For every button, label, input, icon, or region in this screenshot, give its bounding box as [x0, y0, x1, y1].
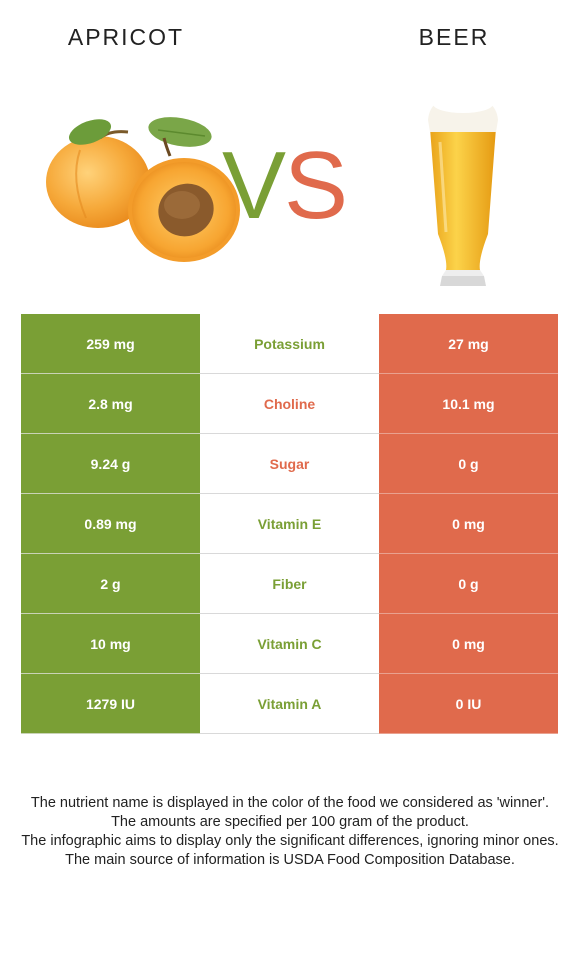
right-value: 10.1 mg — [379, 373, 558, 434]
nutrient-name: Vitamin A — [200, 673, 379, 734]
footnote: The nutrient name is displayed in the co… — [20, 794, 560, 870]
apricot-image — [46, 117, 240, 262]
right-value: 0 IU — [379, 673, 558, 734]
beer-glass-image — [428, 95, 498, 286]
right-value: 0 g — [379, 433, 558, 494]
nutrient-name: Vitamin C — [200, 613, 379, 674]
comparison-row: 259 mg Potassium 27 mg — [21, 314, 558, 374]
footnote-line: The infographic aims to display only the… — [21, 833, 559, 849]
comparison-row: 9.24 g Sugar 0 g — [21, 433, 558, 494]
left-value: 259 mg — [21, 314, 200, 374]
comparison-table: 259 mg Potassium 27 mg 2.8 mg Choline 10.1 mg… — [21, 314, 558, 734]
comparison-row: 2 g Fiber 0 g — [21, 553, 558, 614]
right-food-title: BEER — [418, 24, 490, 50]
left-value: 1279 IU — [21, 673, 200, 734]
vs-label: VS — [222, 138, 348, 234]
nutrient-name: Choline — [200, 373, 379, 434]
nutrient-name: Sugar — [200, 433, 379, 494]
left-value: 10 mg — [21, 613, 200, 674]
right-value: 0 mg — [379, 613, 558, 674]
nutrient-name: Vitamin E — [200, 493, 379, 554]
nutrient-name: Potassium — [200, 314, 379, 374]
left-value: 0.89 mg — [21, 493, 200, 554]
footnote-line: The nutrient name is displayed in the co… — [30, 795, 550, 811]
left-food-title: APRICOT — [67, 24, 185, 50]
vs-letter-s: S — [284, 132, 348, 239]
footnote-line: The amounts are specified per 100 gram o… — [111, 814, 469, 830]
left-value: 2.8 mg — [21, 373, 200, 434]
right-value: 27 mg — [379, 314, 558, 374]
nutrient-name: Fiber — [200, 553, 379, 614]
right-value: 0 g — [379, 553, 558, 614]
left-value: 2 g — [21, 553, 200, 614]
comparison-row: 2.8 mg Choline 10.1 mg — [21, 373, 558, 434]
footnote-line: The main source of information is USDA F… — [65, 852, 515, 868]
vs-letter-v: V — [222, 132, 286, 239]
left-value: 9.24 g — [21, 433, 200, 494]
right-value: 0 mg — [379, 493, 558, 554]
